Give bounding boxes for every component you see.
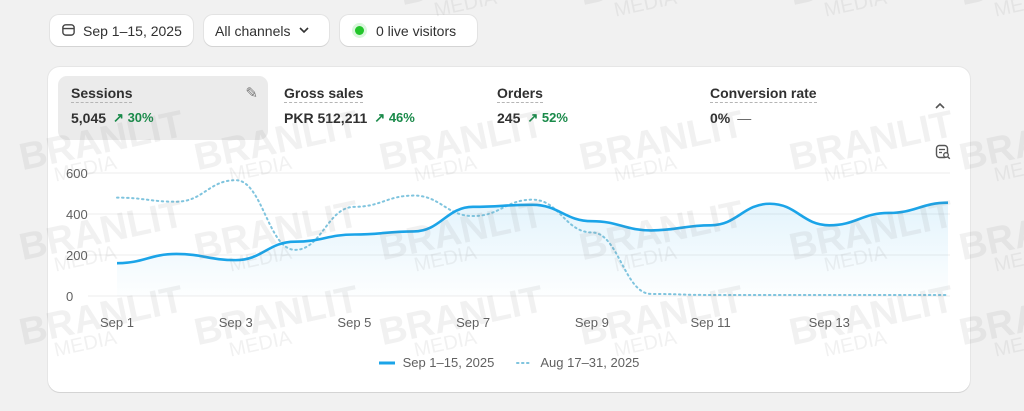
metric-value: 5,045 <box>71 110 107 126</box>
live-visitors-label: 0 live visitors <box>376 22 457 39</box>
metric-sessions[interactable]: Sessions 5,045 ↗ 30% ✎ <box>58 76 268 140</box>
current-series-line <box>116 201 949 265</box>
date-range-label: Sep 1–15, 2025 <box>83 22 182 39</box>
channels-dropdown[interactable]: All channels <box>204 15 329 46</box>
metric-label: Orders <box>497 85 543 103</box>
legend-item-comparison[interactable]: Aug 17–31, 2025 <box>516 355 639 370</box>
edit-pencil-icon[interactable]: ✎ <box>245 85 258 102</box>
metric-delta: ↗ 46% <box>374 110 415 125</box>
collapse-chevron-up-icon[interactable] <box>934 100 946 115</box>
metric-delta: ↗ 30% <box>113 110 154 125</box>
metric-value: 0% <box>710 110 731 126</box>
x-tick-label: Sep 3 <box>219 315 253 330</box>
metric-delta: — <box>737 110 752 126</box>
comparison-series-line <box>116 179 949 296</box>
chart-legend: Sep 1–15, 2025 Aug 17–31, 2025 <box>48 355 970 370</box>
x-tick-label: Sep 11 <box>690 315 730 330</box>
metric-delta: ↗ 52% <box>527 110 568 125</box>
current-series-area <box>117 202 948 296</box>
calendar-icon <box>61 22 76 40</box>
metric-label: Conversion rate <box>710 85 817 103</box>
live-visitors-button[interactable]: 0 live visitors <box>340 15 477 46</box>
chevron-down-icon <box>298 23 310 39</box>
metric-conversion-rate[interactable]: Conversion rate 0% — <box>697 76 907 140</box>
metric-value: PKR 512,211 <box>284 110 368 126</box>
y-tick-label: 0 <box>66 289 73 304</box>
x-tick-label: Sep 5 <box>337 315 371 330</box>
y-tick-label: 600 <box>66 166 88 181</box>
sessions-line-chart: 0 200 400 600 Sep 1 Sep 3 Sep 5 Sep 7 Sep 9 Sep 1… <box>66 166 950 330</box>
y-tick-label: 200 <box>66 248 88 263</box>
metric-gross-sales[interactable]: Gross sales PKR 512,211 ↗ 46% <box>271 76 481 140</box>
x-tick-label: Sep 13 <box>809 315 850 330</box>
y-tick-label: 400 <box>66 207 88 222</box>
legend-dotted-line-icon <box>516 361 533 364</box>
chart-search-icon[interactable] <box>935 144 951 163</box>
date-range-button[interactable]: Sep 1–15, 2025 <box>50 15 193 46</box>
x-tick-label: Sep 1 <box>100 315 134 330</box>
metric-orders[interactable]: Orders 245 ↗ 52% <box>484 76 694 140</box>
analytics-card: Sessions 5,045 ↗ 30% ✎ Gross sales PKR 51… <box>48 67 970 392</box>
legend-solid-line-icon <box>378 361 395 364</box>
x-tick-label: Sep 9 <box>575 315 609 330</box>
channels-label: All channels <box>215 22 291 39</box>
x-tick-label: Sep 7 <box>456 315 490 330</box>
metric-label: Gross sales <box>284 85 364 103</box>
live-status-icon <box>355 26 364 35</box>
legend-item-current[interactable]: Sep 1–15, 2025 <box>378 355 494 370</box>
metric-label: Sessions <box>71 85 133 103</box>
metric-value: 245 <box>497 110 521 126</box>
